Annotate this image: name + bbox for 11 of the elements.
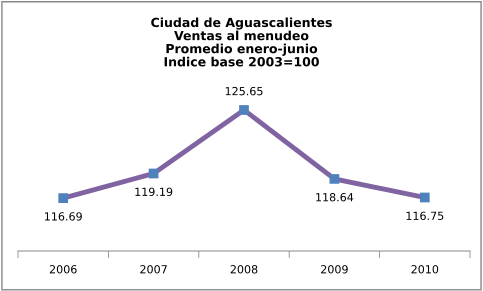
data-label: 118.64 bbox=[316, 193, 354, 202]
x-tick-label: 2008 bbox=[230, 265, 258, 274]
data-label: 119.19 bbox=[135, 188, 172, 196]
x-tick-label: 2006 bbox=[50, 265, 77, 274]
data-label: 116.69 bbox=[44, 212, 82, 221]
x-tick-label: 2009 bbox=[321, 265, 348, 274]
data-label: 125.65 bbox=[226, 86, 262, 96]
data-label: 116.75 bbox=[406, 212, 444, 220]
x-tick-label: 2010 bbox=[411, 265, 438, 274]
x-tick-label: 2007 bbox=[140, 265, 167, 274]
chart-title: Ciudad de Aguascalientes Ventas al menudeo Promedio enero-junio Indice base 2003=100 bbox=[151, 17, 332, 66]
